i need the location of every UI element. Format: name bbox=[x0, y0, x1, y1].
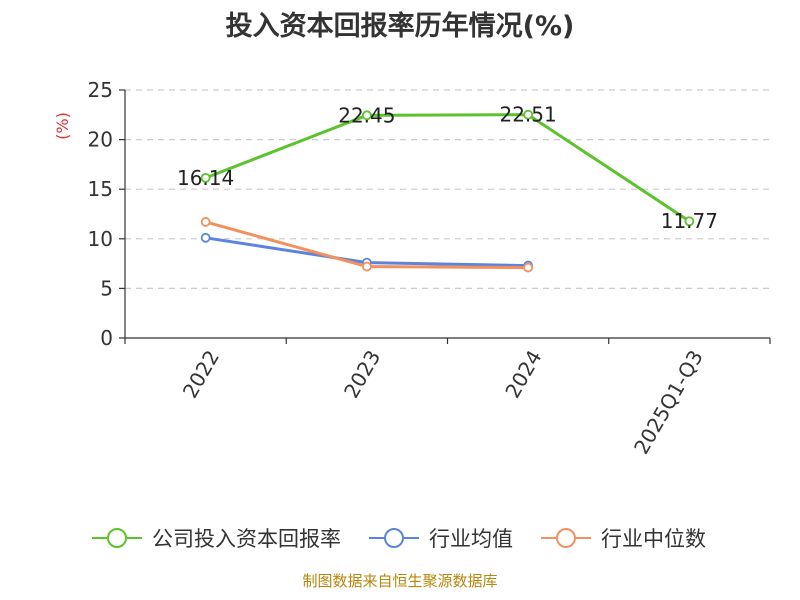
chart-title: 投入资本回报率历年情况(%) bbox=[225, 11, 575, 42]
x-tick-label: 2022 bbox=[178, 346, 224, 402]
legend-item[interactable]: 公司投入资本回报率 bbox=[92, 527, 341, 551]
data-point bbox=[523, 109, 534, 120]
series-line bbox=[205, 113, 691, 223]
grid-lines bbox=[125, 89, 770, 289]
y-tick-label: 20 bbox=[88, 128, 113, 152]
legend-label: 公司投入资本回报率 bbox=[152, 527, 341, 551]
data-point bbox=[361, 110, 372, 121]
data-label: 11.77 bbox=[661, 209, 718, 233]
data-label: 22.51 bbox=[499, 103, 556, 127]
legend: 公司投入资本回报率 行业均值 行业中位数 bbox=[92, 527, 706, 551]
data-labels: 16.14 22.45 22.51 11.77 bbox=[177, 103, 718, 234]
legend-label: 行业均值 bbox=[429, 527, 513, 551]
y-tick-label: 0 bbox=[100, 326, 113, 350]
data-point bbox=[523, 262, 534, 273]
data-label: 22.45 bbox=[338, 103, 395, 127]
legend-swatch-marker bbox=[384, 528, 404, 548]
legend-swatch-marker bbox=[107, 528, 127, 548]
y-tick-label: 5 bbox=[100, 276, 113, 300]
y-axis-label: (%) bbox=[53, 112, 72, 140]
data-label: 16.14 bbox=[177, 166, 234, 190]
data-point bbox=[684, 216, 695, 227]
x-tick-label: 2023 bbox=[339, 346, 385, 402]
y-tick-label: 15 bbox=[88, 177, 113, 201]
legend-label: 行业中位数 bbox=[601, 527, 706, 551]
x-tick-label: 2025Q1-Q3 bbox=[629, 346, 708, 458]
data-point bbox=[361, 261, 372, 272]
data-point bbox=[200, 172, 211, 183]
data-point bbox=[200, 232, 211, 243]
legend-item[interactable]: 行业中位数 bbox=[541, 527, 706, 551]
series-lines bbox=[200, 109, 695, 273]
data-point bbox=[200, 217, 211, 227]
y-tick-label: 10 bbox=[88, 227, 113, 251]
legend-item[interactable]: 行业均值 bbox=[369, 527, 513, 551]
legend-swatch-marker bbox=[556, 528, 576, 548]
chart-source-note: 制图数据来自恒生聚源数据库 bbox=[302, 572, 498, 590]
y-tick-label: 25 bbox=[88, 78, 113, 102]
x-tick-label: 2024 bbox=[500, 346, 546, 402]
